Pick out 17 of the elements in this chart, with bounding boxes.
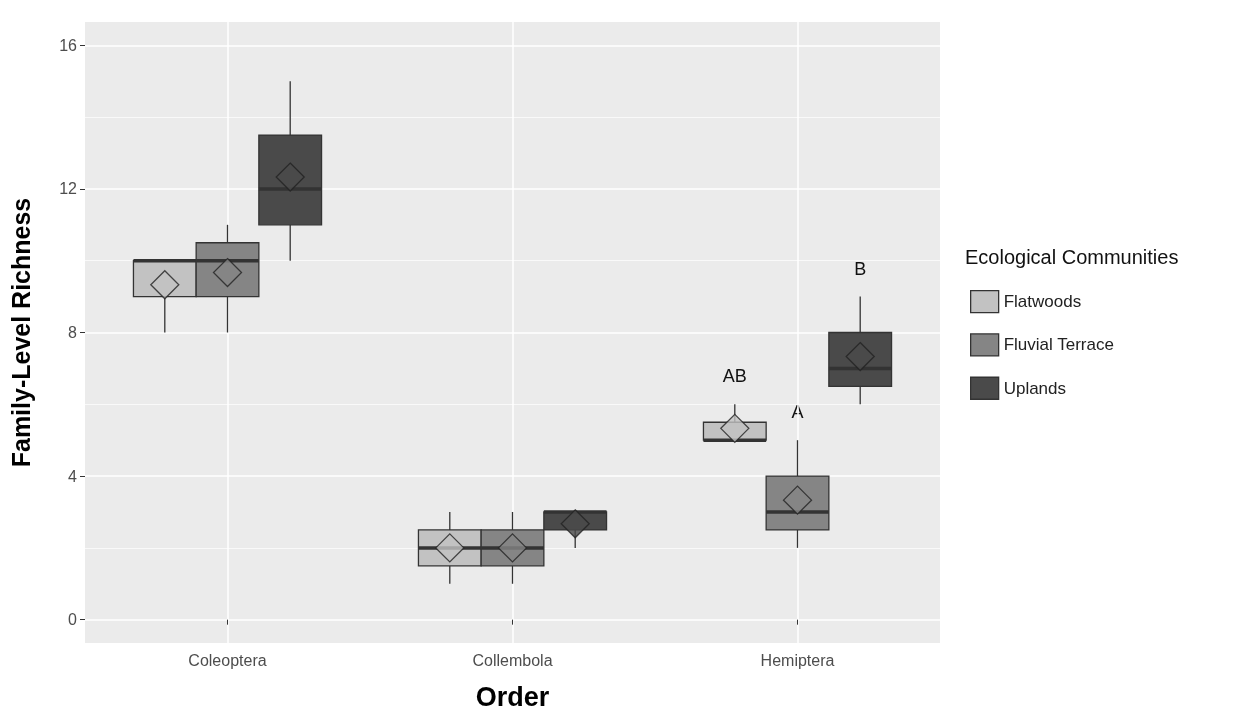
legend-label: Flatwoods — [1003, 292, 1082, 312]
annotation: B — [854, 258, 867, 279]
y-tick-label: 16 — [59, 36, 78, 54]
x-tick-label: Hemiptera — [760, 651, 835, 669]
x-tick-label: Coleoptera — [188, 651, 267, 669]
y-tick-label: 12 — [59, 180, 78, 198]
legend-label: Uplands — [1003, 378, 1067, 398]
annotation: AB — [722, 366, 747, 387]
y-tick-label: 0 — [68, 611, 78, 629]
x-axis-title: Order — [475, 681, 550, 712]
legend-title: Ecological Communities — [965, 246, 1179, 268]
x-tick-label: Collembola — [472, 651, 553, 669]
y-tick-label: 4 — [68, 467, 78, 485]
annotation: A — [791, 402, 804, 423]
y-tick-label: 8 — [68, 324, 78, 341]
y-axis-title: Family-Level Richness — [6, 197, 35, 468]
legend-label: Fluvial Terrace — [1003, 335, 1114, 355]
